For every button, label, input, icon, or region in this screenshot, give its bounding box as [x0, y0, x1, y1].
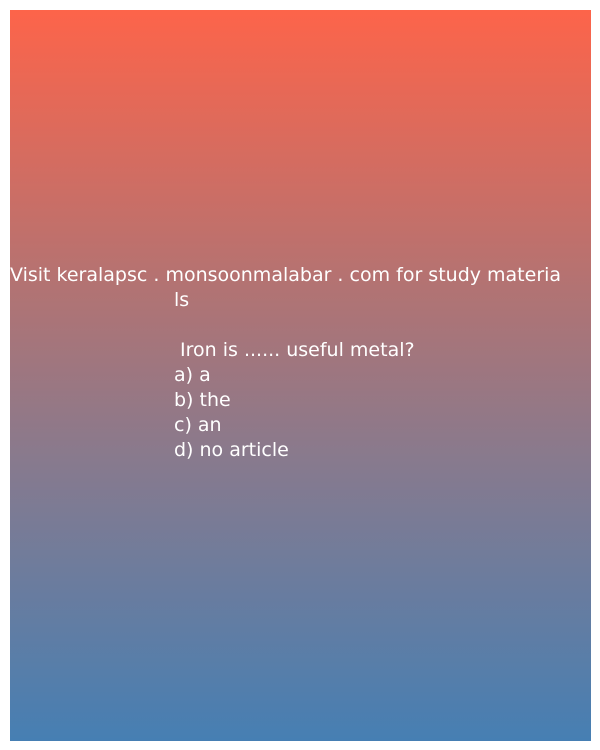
promo-line-continuation: ls: [174, 289, 190, 311]
question-text: Iron is ...... useful metal?: [174, 339, 415, 361]
quiz-text-block: Visit keralapsc . monsoonmalabar . com f…: [10, 263, 591, 463]
spacer: [10, 313, 591, 338]
option-c: c) an: [174, 414, 222, 436]
option-b: b) the: [174, 389, 231, 411]
promo-line: Visit keralapsc . monsoonmalabar . com f…: [10, 264, 562, 286]
quiz-card: Visit keralapsc . monsoonmalabar . com f…: [10, 10, 591, 741]
option-a: a) a: [174, 364, 211, 386]
option-d: d) no article: [174, 439, 289, 461]
